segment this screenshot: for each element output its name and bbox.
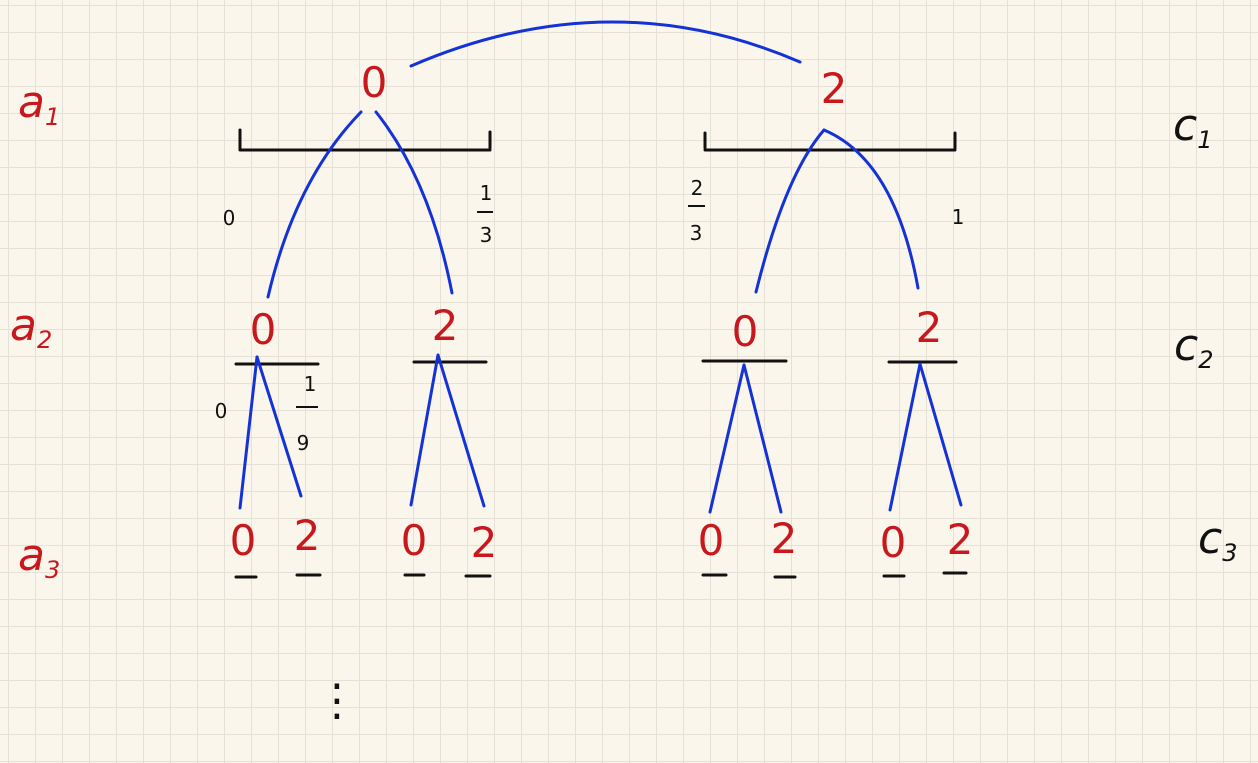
top-arc: [409, 20, 802, 68]
level2-digits: 0 2 0 2: [250, 301, 943, 356]
svg-text:c1: c1: [1173, 100, 1212, 154]
level2-intervals: [234, 359, 958, 366]
label-a2: a: [10, 300, 37, 351]
digit-l3-4: 0: [698, 516, 725, 565]
svg-text:3: 3: [690, 221, 703, 245]
digit-l2-3: 2: [916, 303, 943, 352]
branch-0-to-2: [374, 110, 454, 295]
digit-l3-3: 2: [471, 518, 498, 567]
right-row-labels: c1 c2 c3: [1173, 100, 1237, 567]
endpoint-sub-0: 0: [215, 399, 228, 423]
left-row-labels: a1 a2 a3: [10, 77, 60, 584]
digit-l3-0: 0: [230, 516, 257, 565]
svg-text:a2: a2: [10, 300, 52, 354]
branch-0-to-0: [266, 110, 363, 299]
svg-text:3: 3: [480, 223, 493, 247]
interval-two-thirds-to-one: [703, 131, 957, 152]
endpoint-labels: 0 1 3 2 3 1 0 1 9: [215, 176, 965, 455]
svg-text:1: 1: [480, 181, 493, 205]
endpoint-two-thirds: 2 3: [688, 176, 705, 245]
digit-l3-1: 2: [294, 511, 321, 560]
svg-text:c2: c2: [1174, 320, 1213, 374]
svg-text:c3: c3: [1198, 513, 1237, 567]
digit-l3-5: 2: [771, 514, 798, 563]
endpoint-1: 1: [952, 205, 965, 229]
digit-l3-2: 0: [401, 516, 428, 565]
digit-l2-0: 0: [250, 305, 277, 354]
endpoint-one-ninth: 1 9: [296, 372, 318, 455]
level1-intervals: [238, 128, 957, 152]
endpoint-0: 0: [223, 206, 236, 230]
label-a3: a: [18, 530, 45, 581]
label-c1: c: [1173, 100, 1197, 151]
branch-2-to-2: [822, 128, 920, 290]
label-c3: c: [1198, 513, 1222, 564]
svg-text:a3: a3: [18, 530, 60, 584]
digit-l1-0: 0: [361, 58, 388, 107]
svg-text:9: 9: [297, 431, 310, 455]
label-a1: a: [18, 77, 45, 128]
label-c2: c: [1174, 320, 1198, 371]
digit-l2-2: 0: [732, 307, 759, 356]
interval-0-to-one-third: [238, 128, 492, 152]
level3-digits: 0 2 0 2 0 2 0 2: [230, 511, 974, 567]
svg-text:2: 2: [691, 176, 704, 200]
level3-dashes: [234, 571, 968, 579]
continuation-dots: ⋮: [315, 675, 359, 726]
svg-text:1: 1: [304, 372, 317, 396]
digit-l1-1: 2: [821, 64, 848, 113]
endpoint-one-third: 1 3: [477, 181, 493, 247]
svg-text:a1: a1: [18, 77, 60, 131]
digit-l2-1: 2: [432, 301, 459, 350]
tree-branches: [238, 20, 963, 514]
level1-digits: 0 2: [361, 58, 848, 113]
digit-l3-7: 2: [947, 515, 974, 564]
branch-2-to-0: [754, 128, 826, 294]
digit-l3-6: 0: [880, 518, 907, 567]
